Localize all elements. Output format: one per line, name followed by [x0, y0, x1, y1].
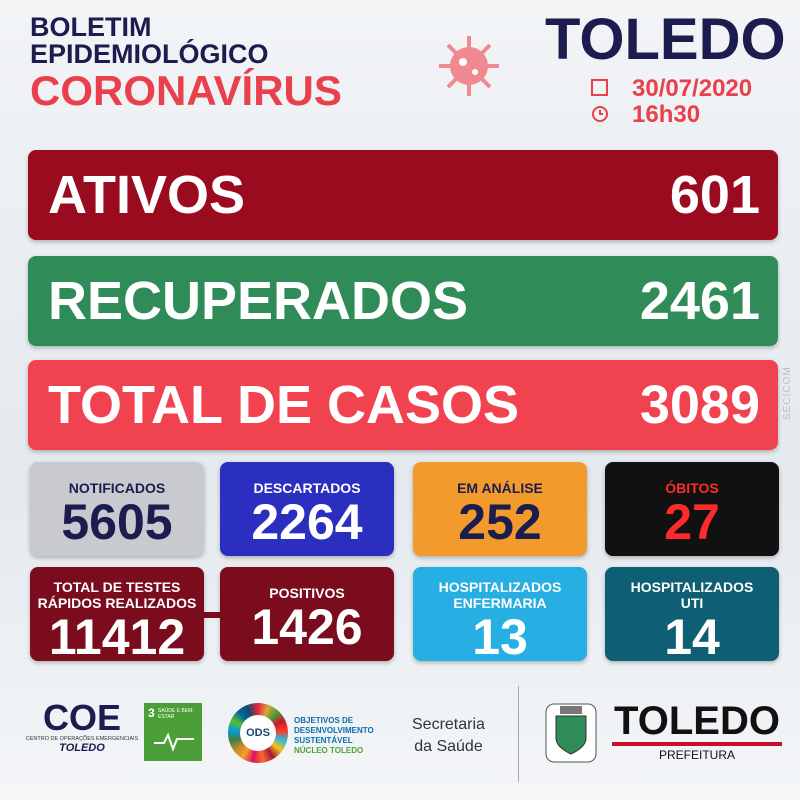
card-label: TOTAL DE TESTES RÁPIDOS REALIZADOS	[30, 579, 204, 611]
card-value: 252	[458, 494, 542, 550]
sdg-icon	[154, 732, 194, 752]
stat-card: TOTAL DE TESTES RÁPIDOS REALIZADOS 11412	[30, 567, 204, 665]
card-value: 27	[664, 494, 720, 550]
ods-line: SUSTENTÁVEL	[294, 736, 353, 745]
card-label: DESCARTADOS	[220, 480, 394, 496]
icons	[591, 79, 608, 122]
stat-card: POSITIVOS 1426	[220, 567, 394, 661]
card-value: 13	[472, 609, 528, 665]
prefeitura: TOLEDO PREFEITURA	[612, 700, 782, 762]
sdg-number: 3	[148, 706, 155, 720]
secretaria-line: Secretaria	[412, 716, 485, 733]
secretaria-line: da Saúde	[414, 738, 483, 755]
coe-line: TOLEDO	[59, 742, 105, 754]
stat-card: EM ANÁLISE 252	[413, 462, 587, 556]
divider	[518, 686, 519, 782]
ods-text: OBJETIVOS DE DESENVOLVIMENTO SUSTENTÁVEL…	[294, 716, 374, 756]
secretaria: Secretaria da Saúde	[412, 714, 485, 758]
coe-line: CENTRO DE OPERAÇÕES EMERGENCIAIS	[25, 736, 139, 742]
card-label-line: ÓBITOS	[665, 480, 719, 496]
card-label: NOTIFICADOS	[30, 480, 204, 496]
stat-card: NOTIFICADOS 5605	[30, 462, 204, 556]
bar: RECUPERADOS 2461	[28, 256, 778, 346]
card-label: HOSPITALIZADOS UTI	[605, 579, 779, 611]
bar-value: 2461	[639, 271, 760, 331]
card-label: HOSPITALIZADOS ENFERMARIA	[413, 579, 587, 611]
ods-line: NÚCLEO TOLEDO	[294, 746, 364, 755]
ods-line: OBJETIVOS DE	[294, 716, 354, 725]
sdg-logo: 3 SAÚDE E BEM-ESTAR	[144, 703, 202, 761]
coe-name: COE	[42, 697, 121, 738]
bar-label: TOTAL DE CASOS	[48, 375, 520, 435]
stat-card: ÓBITOS 27	[605, 462, 779, 556]
card-label-line: RÁPIDOS REALIZADOS	[37, 595, 197, 611]
ods-line: DESENVOLVIMENTO	[294, 726, 374, 735]
time: 16h30	[632, 101, 701, 128]
card-label: ÓBITOS	[605, 480, 779, 496]
bar-label: ATIVOS	[48, 165, 246, 225]
bar-label: RECUPERADOS	[48, 271, 469, 331]
side-text: SECICOM	[782, 366, 793, 420]
title: BOLETIM EPIDEMIOLÓGICO CORONAVÍRUS	[30, 14, 342, 114]
card-label-line: POSITIVOS	[269, 585, 345, 601]
date-time: 30/07/2020 16h30	[590, 76, 752, 128]
card-label: EM ANÁLISE	[413, 480, 587, 496]
card-value: 2264	[251, 494, 363, 550]
bar-value: 3089	[639, 375, 760, 435]
card-label-line: HOSPITALIZADOS	[438, 579, 562, 595]
stat-card: DESCARTADOS 2264	[220, 462, 394, 556]
card-label-line: NOTIFICADOS	[68, 480, 166, 496]
title-line: EPIDEMIOLÓGICO	[30, 39, 269, 69]
card-label-line: DESCARTADOS	[253, 480, 361, 496]
title-line: BOLETIM	[30, 12, 152, 42]
bar-value: 601	[669, 165, 760, 225]
ods-name: ODS	[240, 715, 276, 751]
stat-card: HOSPITALIZADOS UTI 14	[605, 567, 779, 665]
card-value: 5605	[61, 494, 173, 550]
virus-icon	[439, 36, 499, 96]
stat-card: HOSPITALIZADOS ENFERMARIA 13	[413, 567, 587, 665]
connector	[195, 612, 230, 618]
sdg-label: SAÚDE E BEM-ESTAR	[158, 708, 194, 720]
card-value: 14	[664, 609, 720, 665]
card-label-line: EM ANÁLISE	[457, 480, 543, 496]
card-label-line: ENFERMARIA	[453, 595, 547, 611]
coe-logo: COE CENTRO DE OPERAÇÕES EMERGENCIAIS TOL…	[22, 697, 142, 755]
bar: TOTAL DE CASOS 3089	[28, 360, 778, 450]
card-value: 11412	[48, 609, 186, 665]
prefeitura-label: PREFEITURA	[658, 748, 735, 762]
ods-logo: ODS	[228, 703, 288, 763]
card-value: 1426	[251, 599, 363, 655]
crest	[545, 703, 597, 763]
subtitle: CORONAVÍRUS	[30, 67, 342, 114]
bar: ATIVOS 601	[28, 150, 778, 240]
card-label-line: HOSPITALIZADOS	[630, 579, 754, 595]
date: 30/07/2020	[632, 75, 753, 102]
card-label-line: UTI	[680, 595, 704, 611]
card-label-line: TOTAL DE TESTES	[53, 579, 181, 595]
city: TOLEDO	[545, 7, 786, 72]
card-label: POSITIVOS	[220, 585, 394, 601]
prefeitura-name: TOLEDO	[612, 700, 782, 746]
